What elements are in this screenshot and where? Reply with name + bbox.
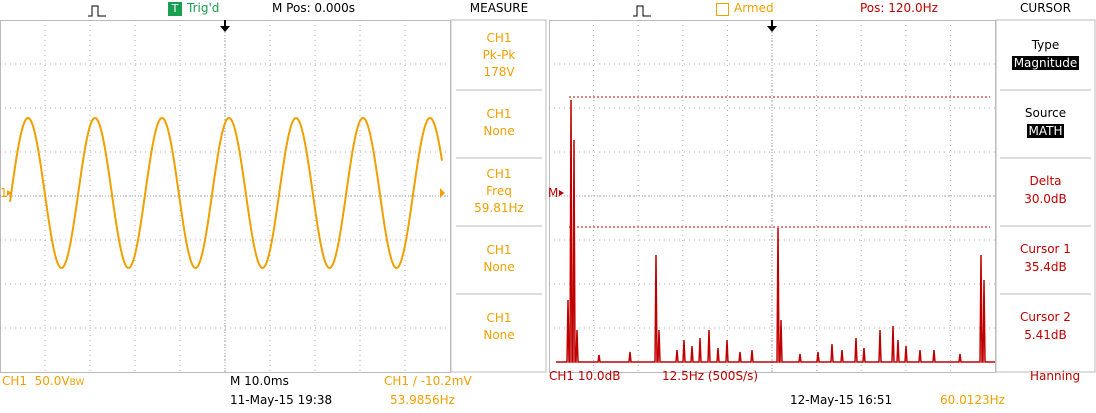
menu-label: Cursor 2 [1020,310,1071,324]
menu-value-text: 35.4dB [1024,260,1067,274]
menu-line: CH1 [486,30,512,45]
menu-line: CH1 [486,107,512,121]
menu-value-text: MATH [1026,124,1065,138]
bandwidth: BW [69,378,85,388]
window: Hanning [1030,369,1081,383]
graticule-frame [549,20,996,373]
trigger-level-arrow [440,188,445,198]
trigger-arrow [220,20,230,32]
menu-label: Cursor 1 [1020,242,1071,256]
menu-value-text: Magnitude [1011,56,1080,70]
date: 12-May-15 16:51 [790,393,893,407]
menu-label: Delta [1029,174,1062,188]
menu-line: CH1 [486,166,512,181]
menu-line: 178V [483,64,515,79]
menu-line: Freq [486,183,512,198]
frequency: 60.0123Hz [940,393,1005,407]
timebase: M 10.0ms [230,374,289,388]
menu-line: CH1 [486,311,512,325]
math-arrow [559,190,564,196]
menu-value: 5.41dB [997,328,1094,343]
menu-value: Magnitude [997,56,1094,71]
menu-label: Source [1024,106,1067,120]
position: Pos: 120.0Hz [860,1,938,15]
pulse-icon [88,5,106,17]
menu-line: 59.81Hz [474,200,524,215]
menu-value: 35.4dB [997,260,1094,275]
menu-value-text: 5.41dB [1024,328,1067,342]
menu-title: CURSOR [1020,1,1071,15]
channel-scale: CH1 50.0VBW [2,374,84,391]
position: M Pos: 0.000s [272,1,356,15]
trigger-icon: T [168,2,182,16]
menu-value: 30.0dB [997,192,1094,207]
frequency: 53.9856Hz [390,393,455,407]
spectrum [556,99,995,363]
menu-value: MATH [997,124,1094,139]
status: Armed [734,1,774,15]
trigger-arrow [767,20,777,32]
date: 11-May-15 19:38 [230,393,333,407]
menu-line: None [483,124,515,138]
channel-marker: 1 [0,186,8,200]
menu-panel [995,19,1096,373]
trigger-status: Trig'd [187,1,220,15]
waveform [9,116,443,269]
menu-line: None [483,260,515,274]
menu-label: Type [1031,38,1060,52]
channel: CH1 50.0V [2,374,70,388]
trigger-level: CH1 / -10.2mV [384,374,472,388]
menu-panel [450,19,547,373]
pulse-icon [633,5,651,17]
span: 12.5Hz (500S/s) [662,369,759,383]
math-marker: M [548,186,559,200]
armed-box [716,3,729,16]
menu-line: None [483,328,515,342]
menu-line: CH1 [486,243,512,257]
channel-arrow [7,190,12,196]
menu-value-text: 30.0dB [1024,192,1067,206]
channel-scale: CH1 10.0dB [549,369,621,383]
menu-title: MEASURE [469,1,529,15]
menu-line: Pk-Pk [482,47,516,62]
